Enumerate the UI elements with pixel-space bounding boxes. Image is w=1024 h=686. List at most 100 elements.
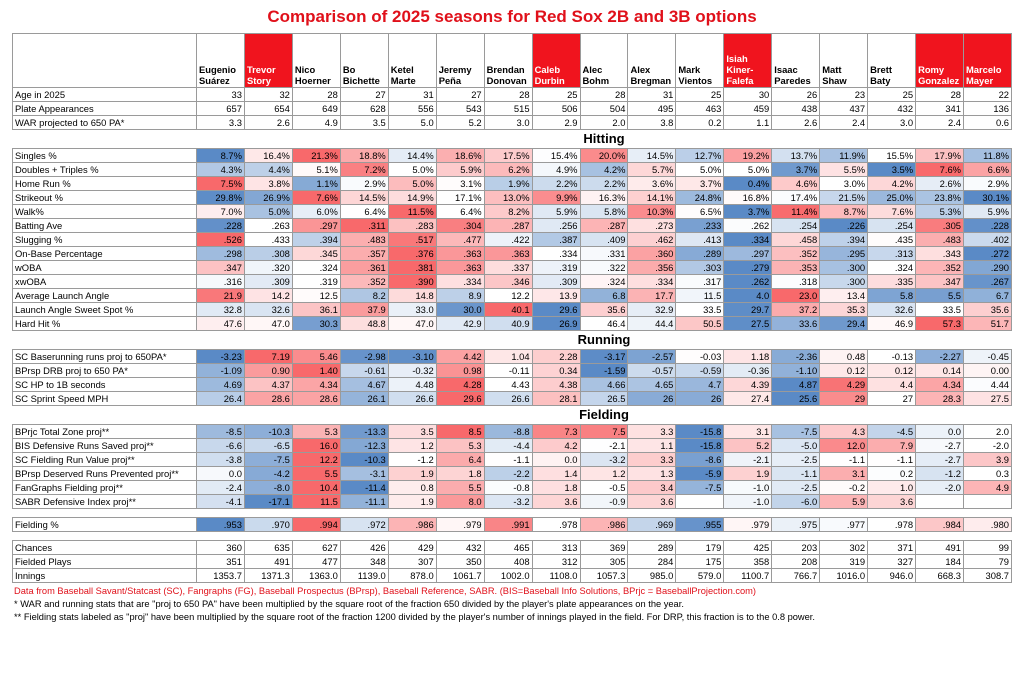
value-cell: 1.9% (483, 176, 533, 191)
value-cell: 10.4 (291, 480, 341, 495)
value-cell: -4.4 (483, 438, 533, 453)
value-cell: 766.7 (771, 568, 821, 583)
value-cell: -5.0 (771, 438, 821, 453)
row-label: BPrsp Deserved Runs Prevented proj** (12, 466, 197, 481)
value-cell: 7.6% (915, 162, 964, 177)
value-cell: 5.5% (819, 162, 869, 177)
data-row: wOBA .347.320.324.361.381.363.337.319.322… (12, 260, 1012, 275)
data-row: BPrjc Total Zone proj** -8.5 -10.3 5.3 -13.3… (12, 424, 1012, 439)
value-cell: 491 (243, 554, 293, 569)
value-cell: .267 (963, 274, 1012, 289)
value-cell: .337 (483, 260, 533, 275)
value-cell: 1.9 (723, 466, 773, 481)
value-cell: -1.0 (723, 494, 773, 509)
value-cell: 50.5 (675, 316, 725, 331)
value-cell: .363 (483, 246, 533, 261)
value-cell: -0.36 (723, 363, 773, 378)
value-cell: .313 (867, 246, 917, 261)
value-cell: -0.13 (867, 349, 917, 364)
header-row: Eugenio Suárez Trevor Story Nico Hoerner Bo… (12, 33, 1012, 88)
value-cell: .304 (435, 218, 485, 233)
value-cell: .289 (675, 246, 725, 261)
value-cell: 14.8 (387, 288, 437, 303)
value-cell: 8.7% (819, 204, 869, 219)
value-cell: 16.4% (243, 148, 293, 163)
value-cell: 2.0 (963, 424, 1012, 439)
value-cell: 13.9 (531, 288, 581, 303)
value-cell: 184 (915, 554, 964, 569)
value-cell: .979 (723, 517, 773, 532)
value-cell: 463 (675, 101, 725, 116)
value-cell: 25.6 (771, 391, 821, 406)
row-label: Average Launch Angle (12, 288, 197, 303)
value-cell: 635 (243, 540, 293, 555)
value-cell: 0.0 (531, 452, 581, 467)
value-cell: 4.87 (771, 377, 821, 392)
value-cell: -2.98 (339, 349, 389, 364)
value-cell: 1.8 (531, 480, 581, 495)
value-cell: 4.65 (627, 377, 677, 392)
value-cell: 491 (915, 540, 964, 555)
value-cell: -2.1 (579, 438, 629, 453)
value-cell: -17.1 (243, 494, 293, 509)
value-cell: 4.34 (291, 377, 341, 392)
value-cell: 358 (723, 554, 773, 569)
value-cell: 289 (627, 540, 677, 555)
value-cell: 21.9 (196, 288, 245, 303)
value-cell: 627 (291, 540, 341, 555)
value-cell: 341 (915, 101, 964, 116)
value-cell: 3.3 (627, 424, 677, 439)
value-cell: 2.6 (771, 115, 821, 130)
title: Comparison of 2025 seasons for Red Sox 2… (267, 7, 757, 26)
data-row: Chances 360 635 627 426 429 432 465 313 369 289 179… (12, 540, 1012, 555)
data-row: SABR Defensive Index proj** -4.1 -17.1 11.5… (12, 494, 1012, 509)
value-cell: .477 (435, 232, 485, 247)
value-cell: 312 (531, 554, 581, 569)
value-cell: 16.3% (579, 190, 629, 205)
row-label: WAR projected to 650 PA* (12, 115, 197, 130)
value-cell: .226 (819, 218, 869, 233)
value-cell: -0.2 (819, 480, 869, 495)
value-cell: 5.8 (867, 288, 917, 303)
value-cell: 25 (867, 87, 917, 102)
value-cell: 2.2% (579, 176, 629, 191)
data-row: Slugging % .526.433.394.483.517.477.422.3… (12, 232, 1012, 247)
value-cell: 5.0% (387, 176, 437, 191)
value-cell: 1139.0 (339, 568, 389, 583)
value-cell: .979 (435, 517, 485, 532)
data-row: BPrsp Deserved Runs Prevented proj** 0.0-… (12, 466, 1012, 481)
value-cell: 40.1 (483, 302, 533, 317)
value-cell: 3.3 (196, 115, 245, 130)
value-cell: -0.03 (675, 349, 725, 364)
value-cell: -11.4 (339, 480, 389, 495)
value-cell: 4.44 (963, 377, 1012, 392)
value-cell: 0.48 (819, 349, 869, 364)
row-label: SC Fielding Run Value proj** (12, 452, 197, 467)
value-cell: 1.8 (435, 466, 485, 481)
value-cell: 33 (196, 87, 245, 102)
value-cell: -2.7 (915, 452, 964, 467)
value-cell: .309 (243, 274, 293, 289)
value-cell: -1.59 (579, 363, 629, 378)
value-cell: 2.2% (531, 176, 581, 191)
value-cell: 307 (387, 554, 437, 569)
value-cell: .322 (579, 260, 629, 275)
value-cell: 4.43 (483, 377, 533, 392)
value-cell: 40.9 (483, 316, 533, 331)
value-cell: 26.1 (339, 391, 389, 406)
value-cell: -2.5 (771, 480, 821, 495)
value-cell: 4.37 (243, 377, 293, 392)
value-cell: 28 (483, 87, 533, 102)
player-header: Alec Bohm (579, 33, 629, 88)
value-cell: 5.46 (291, 349, 341, 364)
value-cell: -2.4 (196, 480, 245, 495)
value-cell: 3.6 (867, 494, 917, 509)
value-cell: 1002.0 (483, 568, 533, 583)
data-row: SC Sprint Speed MPH 26.4 28.6 28.6 26.1 26.6 2… (12, 391, 1012, 406)
value-cell: 3.0 (867, 115, 917, 130)
player-header: Trevor Story (243, 33, 293, 88)
value-cell: 6.4% (435, 204, 485, 219)
value-cell: -3.8 (196, 452, 245, 467)
value-cell: 1.2 (387, 438, 437, 453)
